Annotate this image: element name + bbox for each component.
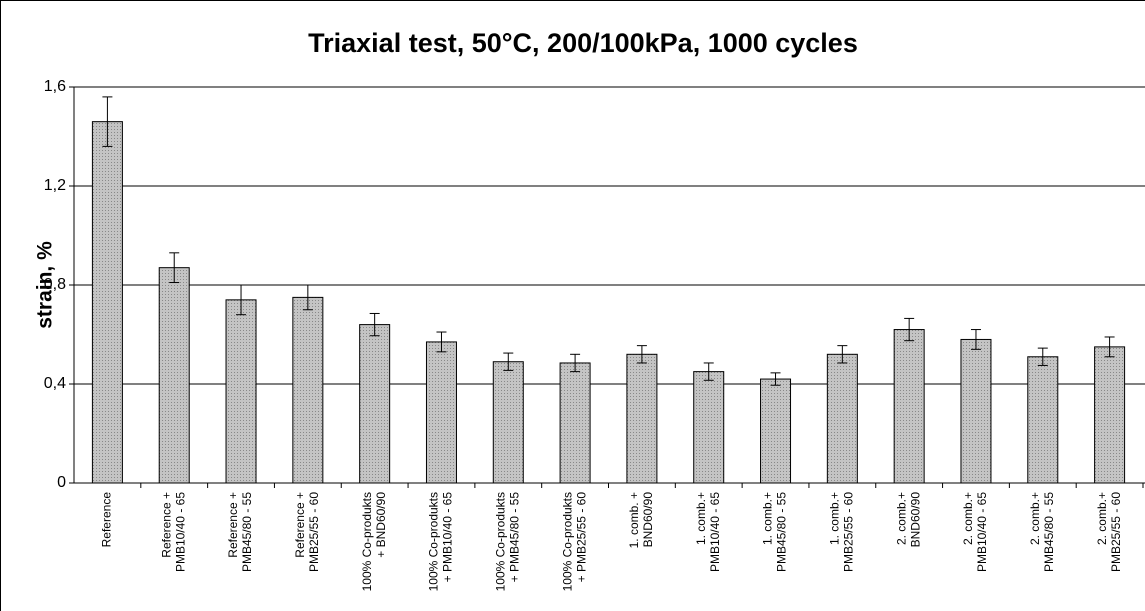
bar (91, 121, 123, 484)
x-tick-label: + PMB10/40 - 65 (441, 492, 455, 583)
x-tick-label: 2. comb.+ (1028, 492, 1042, 545)
x-tick-label: Reference + (159, 492, 173, 558)
error-bar (970, 329, 981, 350)
x-tick-label: + PMB25/55 - 60 (574, 492, 588, 583)
bar (225, 299, 257, 484)
x-tick-label: PMB45/80 - 55 (775, 492, 789, 572)
x-tick-label: 2. comb.+ (961, 492, 975, 545)
error-bar (770, 372, 781, 386)
x-tick-label: 1. comb. + (627, 492, 641, 548)
bar (760, 378, 792, 484)
x-tick-label: PMB45/80 - 55 (240, 492, 254, 572)
error-bar (1104, 336, 1115, 358)
bar (425, 341, 457, 484)
x-tick-label: BND60/90 (641, 492, 655, 548)
y-tick-label: 0,4 (44, 375, 66, 392)
bar (492, 361, 524, 484)
bar (1094, 346, 1126, 484)
x-tick-label: 1. comb.+ (694, 492, 708, 545)
x-tick-label: 2. comb.+ (1095, 492, 1109, 545)
error-bar (102, 96, 113, 147)
bar (826, 353, 858, 484)
bar (359, 324, 391, 484)
bar (1027, 356, 1059, 484)
y-tick-label: 0 (57, 474, 66, 491)
y-tick-label: 1,6 (44, 78, 66, 95)
bar (893, 329, 925, 484)
error-bar (236, 284, 247, 316)
bar (292, 296, 324, 484)
bar (559, 362, 591, 484)
error-bar (636, 345, 647, 364)
chart-title: Triaxial test, 50°C, 200/100kPa, 1000 cy… (308, 28, 858, 58)
error-bar (703, 362, 714, 381)
error-bar (1037, 347, 1048, 366)
x-tick-label: PMB25/55 - 60 (307, 492, 321, 572)
x-tick-label: PMB10/40 - 65 (708, 492, 722, 572)
x-tick-label: PMB10/40 - 65 (173, 492, 187, 572)
bar (960, 338, 992, 484)
error-bar (302, 284, 313, 311)
bar (693, 371, 725, 484)
x-tick-label: 100% Co-produkts (427, 492, 441, 591)
error-bar (503, 352, 514, 371)
error-bar (169, 252, 180, 284)
bar (626, 353, 658, 484)
y-tick-label: 1,2 (44, 177, 66, 194)
error-bar (436, 331, 447, 353)
x-tick-label: 2. comb.+ (894, 492, 908, 545)
x-tick-label: 1. comb.+ (828, 492, 842, 545)
x-tick-label: 1. comb.+ (761, 492, 775, 545)
x-tick-label: Reference + (226, 492, 240, 558)
x-tick-label: + PMB45/80 - 55 (507, 492, 521, 583)
x-tick-label: PMB25/55 - 60 (1109, 492, 1123, 572)
x-tick-label: 100% Co-produkts (493, 492, 507, 591)
bar (158, 267, 190, 484)
x-tick-label: Reference + (293, 492, 307, 558)
error-bar (837, 345, 848, 364)
y-tick-label: 0,8 (44, 276, 66, 293)
x-tick-label: BND60/90 (908, 492, 922, 548)
x-tick-label: PMB25/55 - 60 (842, 492, 856, 572)
x-tick-label: + BND60/90 (374, 492, 388, 558)
x-tick-label: 100% Co-produkts (560, 492, 574, 591)
error-bar (904, 317, 915, 342)
x-tick-label: PMB45/80 - 55 (1042, 492, 1056, 572)
error-bar (369, 312, 380, 337)
x-tick-label: PMB10/40 - 65 (975, 492, 989, 572)
error-bar (570, 353, 581, 373)
x-tick-label: 100% Co-produkts (360, 492, 374, 591)
y-axis-label: strain, % (34, 241, 57, 329)
x-tick-label: Reference (100, 492, 114, 548)
